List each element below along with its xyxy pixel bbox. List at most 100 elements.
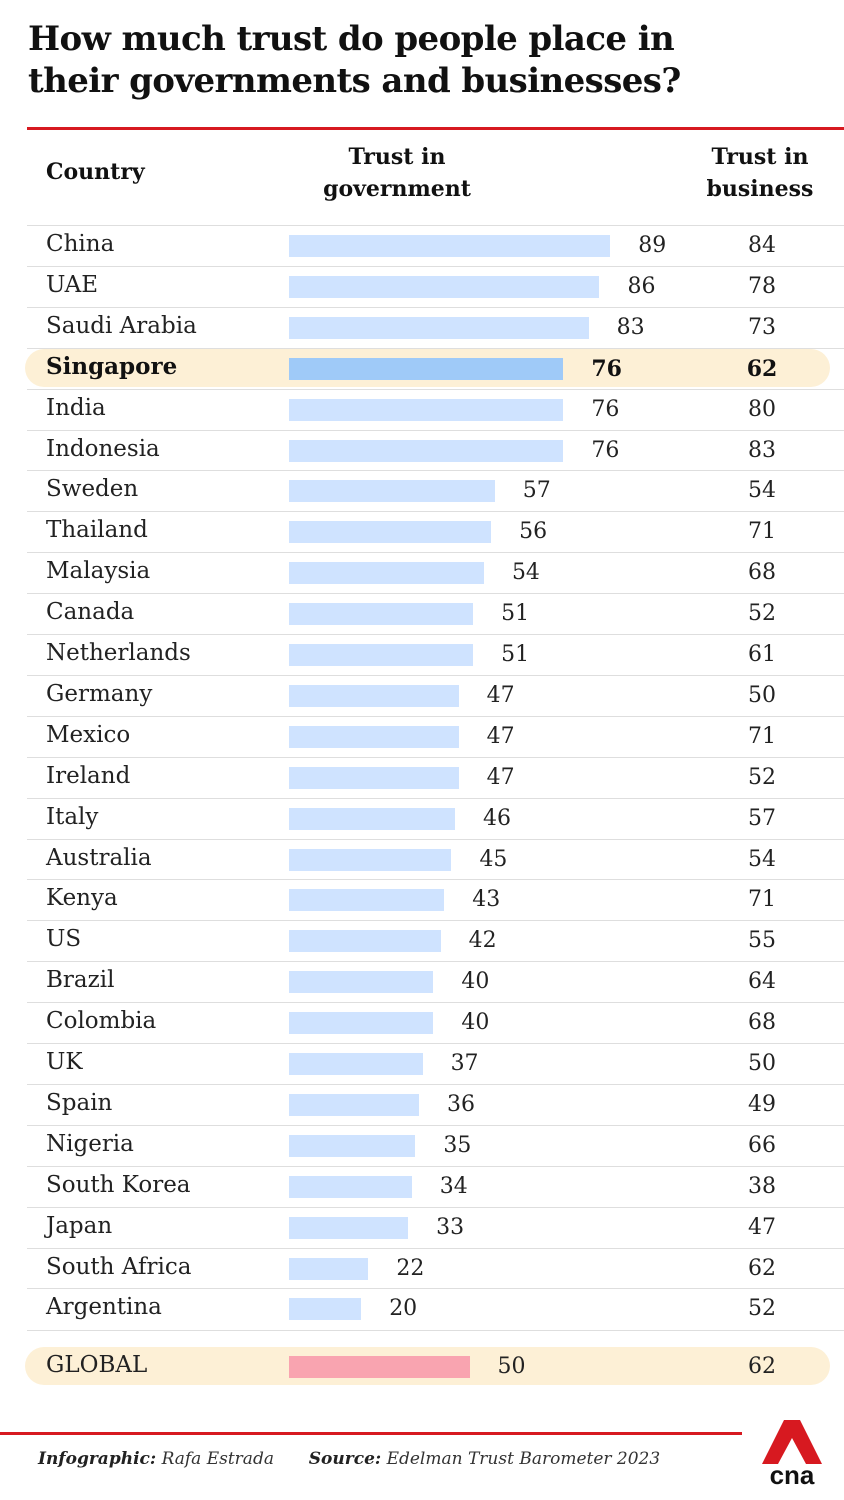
business-trust-value: 61 [748,642,776,667]
country-label: GLOBAL [46,1352,148,1378]
government-trust-bar [289,1012,434,1035]
table-row: Argentina 20 52 [0,1288,844,1328]
business-trust-value: 71 [748,887,776,913]
country-label: Australia [46,844,152,871]
government-trust-bar [289,807,456,830]
business-trust-value: 83 [748,437,776,463]
row-divider [27,347,844,349]
government-trust-bar [289,1356,470,1378]
country-label: Argentina [46,1294,162,1321]
trust-table: China 89 84 UAE 86 78 Saudi Arabia 83 73 Singapor… [0,225,844,1386]
chart-title-line-2: their governments and businesses? [28,61,681,101]
row-divider [27,838,844,840]
table-row: South Korea 34 38 [0,1165,844,1206]
business-trust-value: 62 [748,1255,776,1281]
business-trust-value: 71 [748,723,776,749]
government-trust-value: 34 [439,1173,468,1199]
country-label: Japan [46,1212,113,1239]
row-divider [27,1288,844,1290]
column-header-government-line-1: Trust in [348,144,446,170]
government-trust-bar [289,1216,409,1239]
government-trust-bar [289,235,611,257]
table-row: Nigeria 35 66 [0,1124,844,1165]
government-trust-value: 89 [638,233,667,258]
business-trust-value: 62 [746,355,778,382]
government-trust-bar [289,1093,419,1116]
government-trust-bar [289,889,445,912]
business-trust-value: 49 [748,1091,776,1117]
country-label: Ireland [46,762,131,789]
government-trust-value: 47 [486,723,515,749]
country-label: Canada [46,599,135,626]
table-row: Mexico 47 71 [0,715,844,756]
row-divider [27,1043,844,1044]
government-trust-value: 57 [522,478,551,504]
row-divider [27,593,844,595]
country-label: Mexico [46,721,131,748]
business-trust-value: 62 [748,1354,776,1379]
row-divider [27,429,844,431]
government-trust-value: 22 [396,1255,425,1281]
business-trust-value: 50 [748,682,776,708]
row-divider [27,797,844,799]
row-divider [27,756,844,758]
country-label: Brazil [46,967,115,994]
government-trust-bar [289,848,452,871]
government-trust-value: 51 [501,601,530,627]
table-row-featured: Singapore 76 62 [0,347,844,388]
government-trust-bar [289,684,459,707]
table-row: Thailand 56 71 [0,511,844,551]
row-divider [27,634,844,635]
table-row: Germany 47 50 [0,674,844,715]
government-trust-bar [289,562,484,585]
row-divider [27,1002,844,1004]
table-row: South Africa 22 62 [0,1247,844,1288]
table-row: Japan 33 47 [0,1206,844,1247]
country-label: Italy [46,803,99,830]
row-divider [27,470,844,472]
table-row: UK 37 50 [0,1043,844,1083]
table-row: Italy 46 57 [0,797,844,838]
table-row: Canada 51 52 [0,593,844,633]
source-label: Source: [308,1449,382,1469]
government-trust-value: 40 [461,969,490,995]
table-row-global: GLOBAL 50 62 [0,1346,844,1386]
country-label: Singapore [46,352,178,380]
government-trust-bar [289,275,600,298]
government-trust-bar [289,1257,369,1280]
government-trust-value: 76 [591,437,620,463]
row-divider [27,1083,844,1085]
country-label: India [46,394,106,421]
source-credit: Edelman Trust Barometer 2023 [386,1449,661,1469]
table-row: Ireland 47 52 [0,756,844,797]
government-trust-value: 47 [486,682,515,708]
table-row: Brazil 40 64 [0,961,844,1001]
row-divider [27,552,844,554]
government-trust-bar [289,1053,423,1075]
business-trust-value: 57 [748,805,776,831]
government-trust-bar [289,644,474,666]
business-trust-value: 78 [748,273,776,299]
row-divider [27,1206,844,1208]
government-trust-bar [289,439,564,462]
row-divider [27,961,844,963]
business-trust-value: 54 [748,478,776,504]
table-row: Malaysia 54 68 [0,552,844,592]
country-label: Netherlands [46,640,191,666]
country-label: South Africa [46,1253,192,1280]
country-label: Colombia [46,1008,157,1035]
country-label: Malaysia [46,558,151,585]
business-trust-value: 73 [748,314,776,340]
government-trust-value: 76 [591,396,620,422]
row-divider [27,265,844,267]
government-trust-value: 33 [436,1214,465,1240]
infographic-label: Infographic: [38,1449,157,1469]
government-trust-value: 51 [501,642,530,667]
row-divider [27,920,844,922]
table-row: Saudi Arabia 83 73 [0,306,844,347]
government-trust-bar [289,316,589,339]
business-trust-value: 52 [748,601,776,627]
business-trust-value: 52 [748,1296,776,1322]
government-trust-bar [289,1134,416,1157]
column-header-business-line-2: business [706,176,814,202]
